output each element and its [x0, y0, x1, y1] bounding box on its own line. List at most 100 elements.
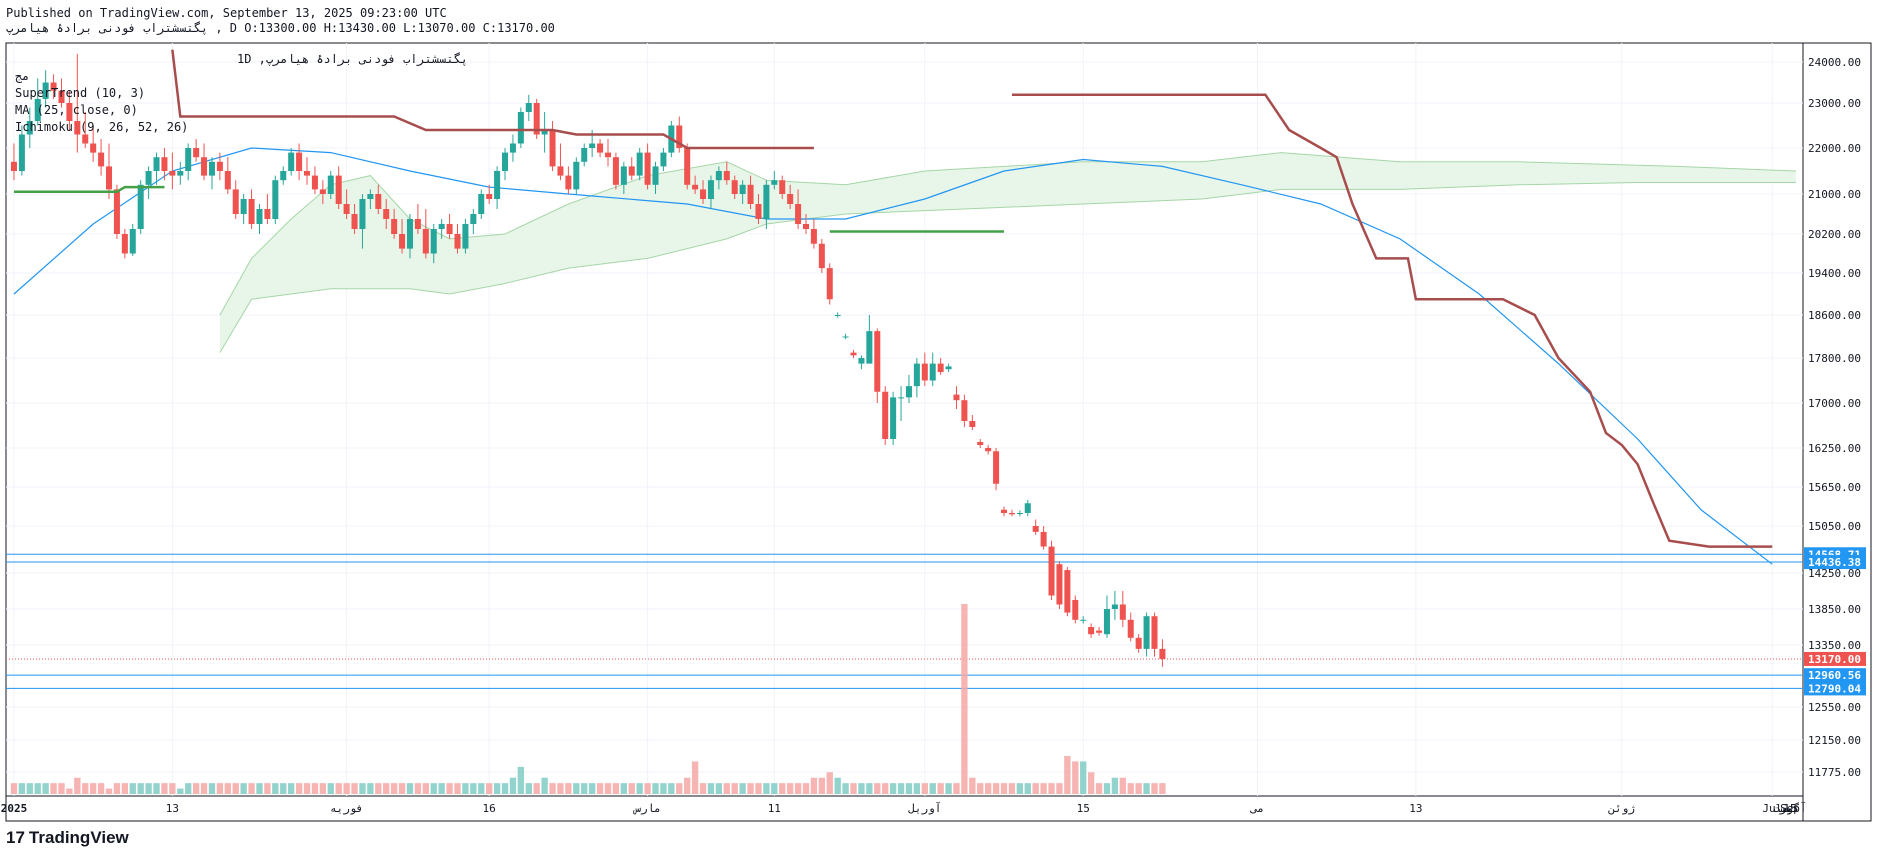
- volume-bar: [826, 772, 833, 794]
- volume-bar: [343, 783, 350, 794]
- volume-bar: [1143, 783, 1150, 794]
- horizontal-levels[interactable]: [6, 553, 1803, 689]
- volume-bar: [335, 783, 342, 794]
- candles: [10, 53, 1166, 667]
- volume-bar: [153, 783, 160, 794]
- volume-bar: [1000, 783, 1008, 794]
- volume-bar: [810, 777, 818, 794]
- price-tick-label: 14250.00: [1808, 567, 1861, 580]
- volume-bar: [707, 783, 715, 794]
- volume-bar: [676, 783, 683, 794]
- candle-body: [517, 112, 524, 144]
- chart-legend: پگتسشتراب فودنی برادۀ هیامرپ, 1D مج Supe…: [15, 52, 468, 134]
- time-axis[interactable]: 2025 13 فوریه 16 مارس 11 آوریل 15 می 13 ژوئن Jul 15آ…: [1, 801, 1807, 815]
- candle-body: [763, 184, 770, 219]
- candle-body: [620, 166, 627, 185]
- volume-bar: [430, 783, 437, 794]
- price-tick-label: 13350.00: [1808, 639, 1861, 652]
- volume-bar: [486, 783, 493, 794]
- time-tick-label: آگوست: [1773, 801, 1806, 815]
- volume-bar: [691, 761, 699, 794]
- volume-bar: [573, 783, 580, 794]
- time-tick-label: 15: [1077, 802, 1090, 815]
- time-tick-label: می: [1250, 802, 1264, 815]
- candle-body: [208, 161, 215, 176]
- candle-body: [533, 103, 540, 135]
- candle-body: [715, 171, 722, 181]
- volume-bar: [1080, 761, 1087, 794]
- candle-body: [660, 152, 667, 167]
- candle-body: [113, 189, 120, 234]
- volume-bar: [82, 783, 89, 794]
- ichimoku-cloud: [219, 152, 1797, 353]
- candle-body: [1151, 616, 1158, 649]
- candle-body: [177, 171, 184, 176]
- candle-body: [731, 180, 738, 194]
- volume-bar: [390, 783, 398, 794]
- volume-bar: [628, 783, 635, 794]
- volume-bar: [1151, 783, 1158, 794]
- volume-bar: [89, 783, 97, 794]
- candle-body: [478, 194, 485, 214]
- volume-bar: [882, 783, 889, 794]
- volume-bar: [715, 783, 723, 794]
- volume-bar: [248, 783, 255, 794]
- candle-body: [874, 331, 881, 392]
- brand-name: TradingView: [28, 828, 129, 847]
- candle-body: [787, 194, 794, 204]
- volume-bar: [121, 783, 129, 794]
- candle-body: [549, 130, 556, 167]
- time-tick-label: مارس: [632, 802, 661, 815]
- level-tag: [1804, 681, 1866, 696]
- candle-body: [1016, 513, 1023, 514]
- price-axis[interactable]: 24000.00 23000.00 22000.00 21000.00 20200.00…: [1804, 56, 1866, 779]
- price-tick-label: 17800.00: [1808, 352, 1861, 365]
- candle-body: [494, 171, 501, 199]
- candle-body: [834, 315, 841, 316]
- candle-body: [375, 194, 382, 209]
- volume-bar: [977, 783, 984, 794]
- volume-bar: [1024, 783, 1031, 794]
- volume-bar: [478, 783, 485, 794]
- volume-bar: [319, 783, 327, 794]
- candle-body: [905, 386, 912, 398]
- volume-bar: [216, 783, 224, 794]
- supertrend-up-segment: [13, 185, 165, 193]
- volume-bar: [945, 783, 952, 794]
- candle-body: [1143, 616, 1150, 649]
- volume-bar: [509, 777, 517, 794]
- candle-body: [399, 234, 406, 249]
- candle-body: [977, 442, 984, 445]
- volume-bar: [58, 783, 65, 794]
- candle-body: [676, 125, 683, 148]
- candle-body: [129, 229, 136, 254]
- candle-body: [1024, 503, 1031, 513]
- volume-bar: [747, 783, 754, 794]
- price-tick-label: 15650.00: [1808, 481, 1861, 494]
- candle-body: [240, 199, 247, 214]
- candle-body: [810, 229, 817, 244]
- candle-body: [1080, 619, 1087, 621]
- volume-bar: [1135, 783, 1142, 794]
- volume-bar: [169, 783, 176, 794]
- candle-body: [288, 152, 295, 171]
- price-tick-label: 13850.00: [1808, 603, 1861, 616]
- volume-bar: [74, 777, 81, 794]
- candle-body: [414, 219, 421, 229]
- candle-body: [201, 157, 208, 176]
- volume-bar: [557, 783, 564, 794]
- volume-bar: [620, 783, 627, 794]
- candle-body: [161, 157, 168, 171]
- volume-bar: [200, 783, 208, 794]
- time-tick-label: 13: [166, 802, 179, 815]
- price-tick-label: 12150.00: [1808, 734, 1861, 747]
- candle-body: [1040, 531, 1047, 547]
- candle-body: [1008, 513, 1015, 515]
- tradingview-brand[interactable]: 17 TradingView: [6, 828, 129, 848]
- candle-body: [850, 352, 857, 356]
- candle-body: [1000, 509, 1008, 513]
- volume-bar: [185, 783, 192, 794]
- volume-bar: [97, 783, 105, 794]
- volume-bar: [422, 783, 429, 794]
